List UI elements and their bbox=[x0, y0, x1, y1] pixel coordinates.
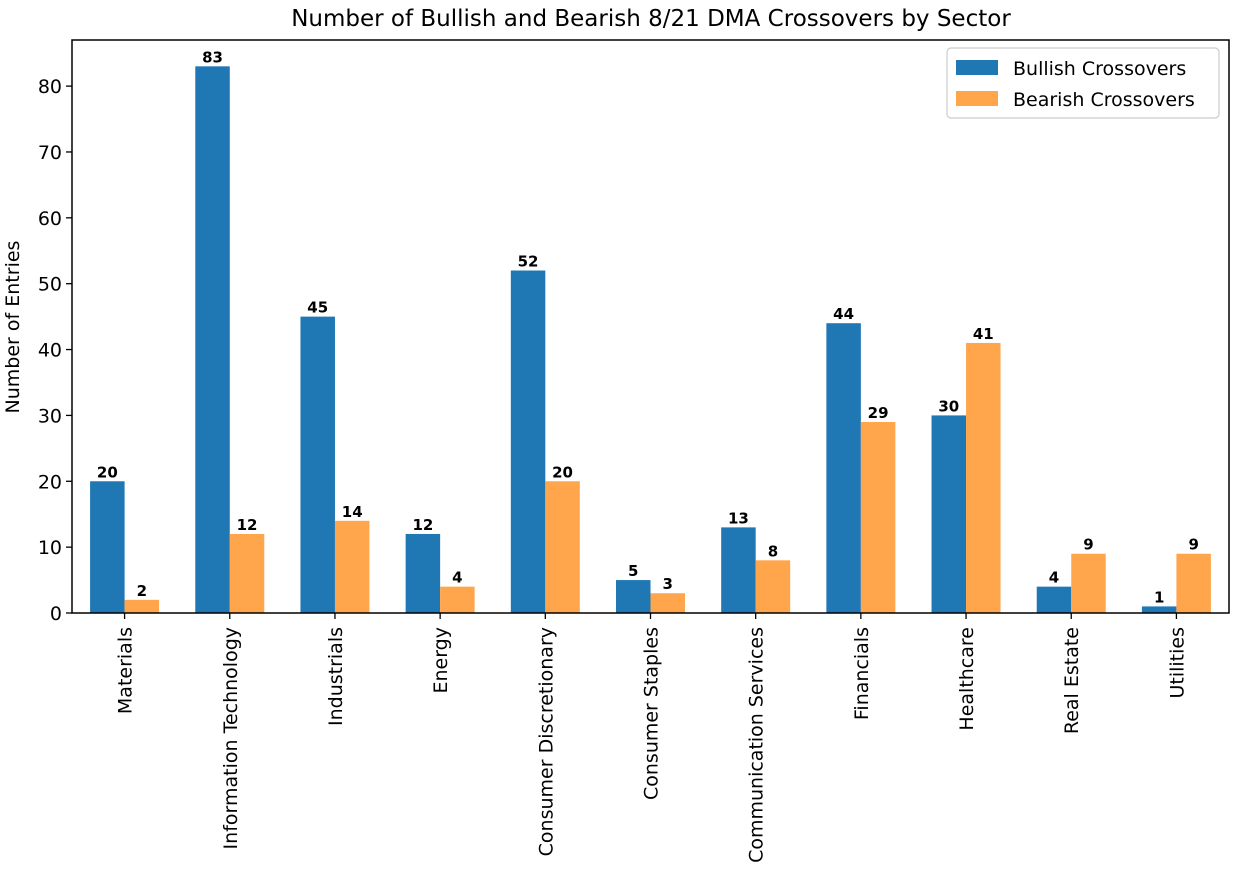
x-tick-label-utilities: Utilities bbox=[1166, 627, 1188, 699]
y-tick-label: 30 bbox=[38, 405, 62, 427]
bullish-bar-real-estate bbox=[1036, 586, 1072, 613]
bullish-bar-energy bbox=[405, 533, 441, 613]
bearish-value-label: 12 bbox=[237, 516, 258, 534]
legend-label-bullish: Bullish Crossovers bbox=[1013, 58, 1186, 80]
bullish-value-label: 13 bbox=[728, 509, 749, 527]
bullish-value-label: 4 bbox=[1049, 569, 1059, 587]
bearish-bar-energy bbox=[440, 586, 475, 613]
bearish-value-label: 2 bbox=[137, 582, 147, 600]
bearish-bar-consumer-discretionary bbox=[545, 481, 580, 613]
bullish-bar-materials bbox=[90, 481, 125, 613]
x-tick-label-communication-services: Communication Services bbox=[746, 627, 768, 863]
bearish-value-label: 20 bbox=[552, 463, 573, 481]
x-tick-label-industrials: Industrials bbox=[325, 627, 347, 726]
x-axis: Materials Information Technology Industria… bbox=[115, 613, 1188, 863]
bullish-value-label: 12 bbox=[412, 516, 433, 534]
legend-label-bearish: Bearish Crossovers bbox=[1013, 89, 1195, 111]
bars-group bbox=[90, 66, 1211, 613]
bearish-bar-materials bbox=[124, 599, 160, 613]
bullish-value-label: 30 bbox=[938, 397, 959, 415]
chart-title: Number of Bullish and Bearish 8/21 DMA C… bbox=[291, 6, 1011, 32]
bearish-bar-consumer-staples bbox=[650, 593, 685, 613]
x-tick-label-consumer-discretionary: Consumer Discretionary bbox=[535, 627, 557, 856]
y-tick-label: 0 bbox=[50, 603, 62, 625]
bullish-bar-utilities bbox=[1141, 606, 1177, 613]
legend-box bbox=[946, 47, 1220, 119]
y-tick-label: 80 bbox=[38, 76, 62, 98]
legend-swatch-bullish bbox=[956, 60, 998, 75]
x-tick-label-materials: Materials bbox=[115, 627, 137, 714]
bullish-value-label: 44 bbox=[833, 305, 854, 323]
y-tick-label: 60 bbox=[38, 208, 62, 230]
legend-swatch-bearish bbox=[956, 91, 998, 106]
y-tick-label: 40 bbox=[38, 340, 62, 362]
bullish-bar-healthcare bbox=[931, 415, 967, 613]
bullish-value-label: 45 bbox=[307, 299, 328, 317]
bullish-value-label: 1 bbox=[1154, 588, 1164, 606]
y-tick-label: 70 bbox=[38, 142, 62, 164]
y-axis-label: Number of Entries bbox=[2, 241, 24, 414]
plot-frame bbox=[71, 39, 1230, 614]
bullish-value-label: 83 bbox=[202, 48, 223, 66]
bullish-value-label: 5 bbox=[628, 562, 638, 580]
bearish-bar-utilities bbox=[1176, 553, 1211, 613]
bearish-bar-healthcare bbox=[966, 342, 1001, 613]
bearish-value-label: 4 bbox=[452, 569, 462, 587]
x-tick-label-healthcare: Healthcare bbox=[956, 627, 978, 731]
bearish-value-label: 41 bbox=[973, 325, 994, 343]
y-tick-label: 50 bbox=[38, 274, 62, 296]
bearish-bar-real-estate bbox=[1071, 553, 1106, 613]
bullish-bar-information-technology bbox=[195, 66, 230, 613]
bar-labels-group: 20 2 83 12 45 14 12 4 52 20 5 3 13 8 44 29 30 41 4 9 1 9 bbox=[97, 48, 1199, 606]
bearish-value-label: 8 bbox=[768, 542, 778, 560]
y-tick-label: 20 bbox=[38, 471, 62, 493]
x-tick-label-information-technology: Information Technology bbox=[220, 627, 242, 849]
bullish-value-label: 20 bbox=[97, 463, 118, 481]
legend: Bullish Crossovers Bearish Crossovers bbox=[946, 47, 1220, 119]
bearish-bar-information-technology bbox=[229, 533, 265, 613]
bullish-bar-communication-services bbox=[721, 527, 756, 613]
x-tick-label-energy: Energy bbox=[430, 627, 452, 694]
bullish-bar-financials bbox=[826, 323, 861, 613]
bullish-bar-consumer-staples bbox=[616, 580, 651, 613]
bullish-bar-industrials bbox=[300, 316, 335, 613]
bearish-bar-financials bbox=[860, 422, 896, 613]
bearish-value-label: 3 bbox=[663, 575, 673, 593]
bearish-value-label: 14 bbox=[342, 503, 363, 521]
bearish-value-label: 9 bbox=[1083, 536, 1093, 554]
bearish-bar-communication-services bbox=[755, 560, 791, 613]
y-axis: 0 10 20 30 40 50 60 70 80 bbox=[38, 76, 72, 625]
y-tick-label: 10 bbox=[38, 537, 62, 559]
bearish-value-label: 29 bbox=[868, 404, 889, 422]
bearish-bar-industrials bbox=[334, 520, 370, 613]
bearish-value-label: 9 bbox=[1188, 536, 1198, 554]
plot-area: 20 2 83 12 45 14 12 4 52 20 5 3 13 8 44 29 30 41 4 9 1 9 0 10 2… bbox=[38, 39, 1230, 863]
bullish-value-label: 52 bbox=[518, 253, 539, 271]
x-tick-label-consumer-staples: Consumer Staples bbox=[641, 627, 663, 800]
x-tick-label-real-estate: Real Estate bbox=[1061, 627, 1083, 734]
bullish-bar-consumer-discretionary bbox=[510, 270, 546, 613]
x-tick-label-financials: Financials bbox=[851, 627, 873, 720]
